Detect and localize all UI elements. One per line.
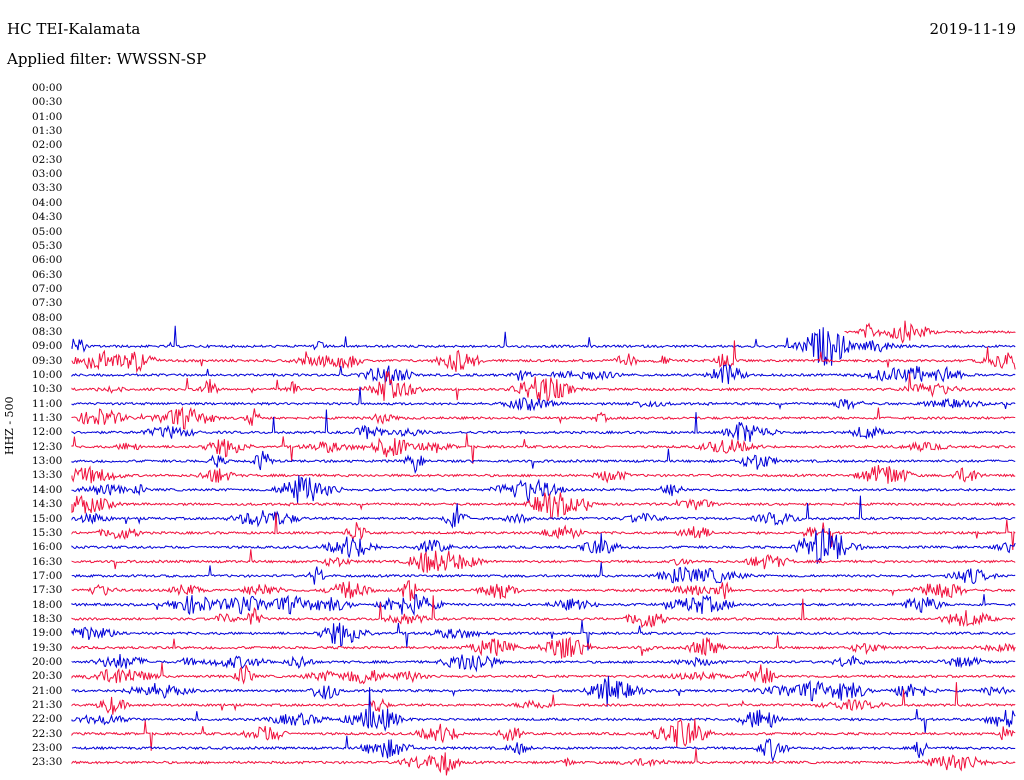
time-label: 13:00 <box>32 455 63 468</box>
trace-line <box>71 662 1016 685</box>
time-label: 12:30 <box>32 440 63 453</box>
time-label: 16:00 <box>32 541 63 554</box>
trace-line <box>71 409 1016 442</box>
trace-line <box>71 340 1016 374</box>
time-label: 23:30 <box>32 756 63 769</box>
time-label: 05:30 <box>32 239 63 252</box>
time-label: 19:00 <box>32 627 63 640</box>
time-label: 20:30 <box>32 670 63 683</box>
time-label: 14:00 <box>32 483 63 496</box>
time-label: 06:00 <box>32 254 63 267</box>
trace-line <box>71 635 1016 659</box>
trace-line <box>71 620 1016 651</box>
trace-line <box>71 654 1016 673</box>
time-label: 22:30 <box>32 727 63 740</box>
trace-line <box>71 448 1016 474</box>
time-label: 03:30 <box>32 182 63 195</box>
trace-line <box>71 475 1016 503</box>
time-label: 22:00 <box>32 713 63 726</box>
time-label: 18:30 <box>32 612 63 625</box>
time-label: 03:00 <box>32 168 63 181</box>
time-label: 07:30 <box>32 297 63 310</box>
trace-line <box>844 320 1016 344</box>
trace-line <box>71 687 1016 734</box>
trace-line <box>71 386 1016 412</box>
time-label: 10:00 <box>32 369 63 381</box>
trace-line <box>71 364 1016 386</box>
trace-line <box>71 528 1016 564</box>
time-label: 18:00 <box>32 598 63 611</box>
trace-line <box>71 549 1016 573</box>
trace-line <box>71 325 1016 366</box>
time-label: 09:00 <box>32 340 63 353</box>
time-label: 02:00 <box>32 139 63 152</box>
time-label: 08:00 <box>32 311 63 324</box>
time-label: 17:00 <box>32 569 63 582</box>
trace-line <box>71 594 1016 617</box>
time-label: 04:00 <box>32 196 63 209</box>
time-label: 08:30 <box>32 325 63 338</box>
time-label: 16:30 <box>32 555 63 568</box>
trace-line <box>71 735 1016 763</box>
time-label: 13:30 <box>32 469 63 482</box>
time-label: 11:30 <box>32 412 63 425</box>
trace-line <box>71 433 1016 464</box>
time-label: 06:30 <box>32 268 63 281</box>
time-label: 10:30 <box>32 383 63 396</box>
trace-line <box>71 580 1016 602</box>
time-label: 21:30 <box>32 699 63 712</box>
trace-line <box>71 682 1016 715</box>
time-label: 01:00 <box>32 110 63 123</box>
time-label: 01:30 <box>32 125 63 138</box>
trace-line <box>71 492 1016 520</box>
time-label: 09:30 <box>32 354 63 367</box>
trace-line <box>71 512 1016 551</box>
time-label: 00:00 <box>32 82 63 94</box>
time-label: 19:30 <box>32 641 63 654</box>
time-label: 11:00 <box>32 397 63 410</box>
filter-label: Applied filter: WWSSN-SP <box>7 50 207 68</box>
time-label: 21:00 <box>32 684 63 697</box>
station-title: HC TEI-Kalamata <box>7 20 141 38</box>
trace-line <box>71 465 1016 484</box>
time-label: 02:30 <box>32 153 63 166</box>
time-label: 05:00 <box>32 225 63 238</box>
trace-line <box>71 718 1016 751</box>
time-label: 12:00 <box>32 426 63 439</box>
trace-line <box>71 495 1016 529</box>
trace-line <box>71 406 1016 430</box>
trace-line <box>71 748 1016 776</box>
trace-line <box>71 371 1016 402</box>
time-label: 15:00 <box>32 512 63 525</box>
time-label: 20:00 <box>32 656 63 668</box>
time-label: 23:00 <box>32 742 63 755</box>
time-label: 00:30 <box>32 96 63 109</box>
time-label: 15:30 <box>32 526 63 539</box>
time-label: 04:30 <box>32 211 63 224</box>
time-label: 17:30 <box>32 584 63 597</box>
trace-line <box>71 675 1016 707</box>
time-label: 14:30 <box>32 498 63 511</box>
time-label: 07:00 <box>32 282 63 295</box>
trace-line <box>71 595 1016 629</box>
trace-line <box>71 562 1016 585</box>
date-label: 2019-11-19 <box>929 20 1016 38</box>
